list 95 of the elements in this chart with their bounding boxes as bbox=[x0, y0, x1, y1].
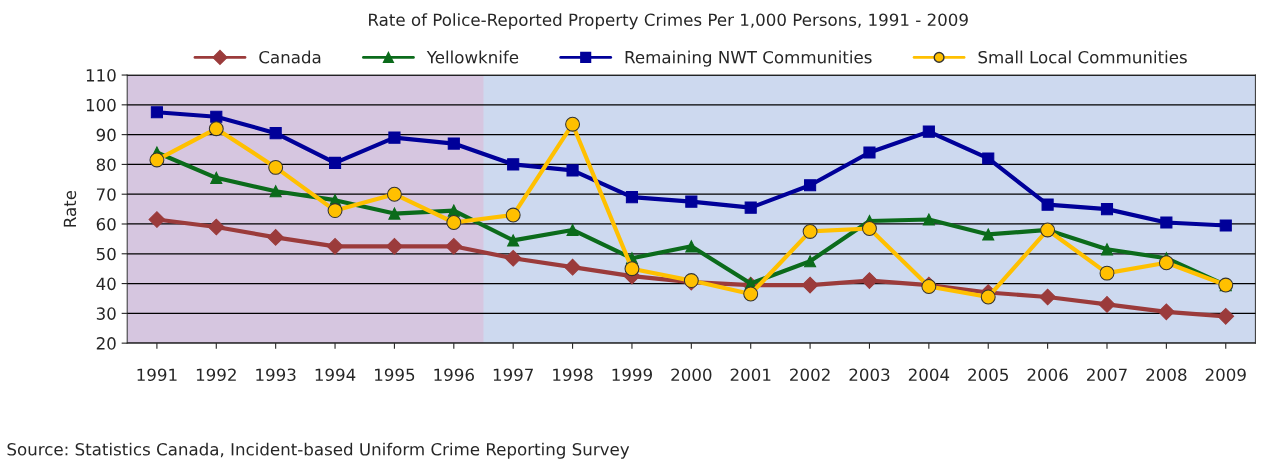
point bbox=[1100, 203, 1114, 216]
point bbox=[566, 164, 579, 177]
point bbox=[446, 215, 462, 230]
point bbox=[744, 201, 757, 214]
point bbox=[505, 207, 521, 223]
y-tick-label: 90 bbox=[96, 128, 116, 142]
x-tick-label: 2000 bbox=[671, 368, 712, 382]
point bbox=[269, 127, 282, 140]
legend-label: Small Local Communities bbox=[978, 50, 1187, 64]
y-tick-label: 80 bbox=[96, 158, 116, 171]
y-tick-label: 110 bbox=[86, 69, 116, 82]
x-tick-label: 1991 bbox=[137, 368, 177, 382]
point bbox=[1099, 265, 1115, 281]
point bbox=[507, 234, 520, 247]
point bbox=[386, 186, 402, 202]
point bbox=[268, 159, 284, 175]
x-tick-label: 2007 bbox=[1087, 368, 1127, 382]
point bbox=[1217, 307, 1235, 325]
x-tick-label: 1992 bbox=[196, 368, 236, 382]
point bbox=[445, 237, 463, 255]
point bbox=[1098, 296, 1116, 313]
y-tick-label: 40 bbox=[96, 277, 116, 291]
point bbox=[148, 211, 166, 228]
point bbox=[980, 289, 996, 305]
point bbox=[922, 125, 935, 138]
point bbox=[863, 146, 876, 159]
x-tick-label: 2009 bbox=[1205, 368, 1246, 382]
point bbox=[861, 272, 878, 289]
y-tick-label: 70 bbox=[96, 188, 116, 201]
point bbox=[1158, 255, 1174, 271]
x-tick-label: 1995 bbox=[375, 368, 415, 382]
x-tick-label: 2001 bbox=[730, 368, 771, 382]
x-tick-label: 2003 bbox=[849, 368, 890, 382]
legend-label: Canada bbox=[259, 50, 321, 64]
point bbox=[862, 220, 877, 236]
chart-title: Rate of Police-Reported Property Crimes Per 1,000 Persons, 1991 - 2009 bbox=[369, 13, 968, 30]
point bbox=[269, 185, 282, 198]
point bbox=[1039, 288, 1056, 306]
source-note: Source: Statistics Canada, Incident-based Uniform Crime Reporting Survey bbox=[7, 442, 630, 459]
point bbox=[922, 213, 935, 226]
point bbox=[565, 116, 581, 132]
point bbox=[386, 237, 403, 255]
x-tick-label: 1999 bbox=[612, 368, 652, 382]
y-tick-label: 100 bbox=[86, 98, 116, 112]
x-tick-label: 1993 bbox=[256, 368, 296, 382]
y-tick-label: 30 bbox=[96, 307, 116, 320]
legend-label: Yellowknife bbox=[426, 50, 519, 64]
point bbox=[326, 237, 344, 255]
point bbox=[564, 258, 581, 276]
point bbox=[625, 191, 639, 204]
point bbox=[685, 195, 698, 208]
point bbox=[210, 171, 223, 184]
point bbox=[982, 228, 995, 241]
x-tick-label: 2008 bbox=[1146, 368, 1187, 382]
point bbox=[1219, 219, 1232, 232]
y-tick-label: 60 bbox=[96, 217, 116, 231]
x-tick-label: 2002 bbox=[790, 368, 830, 382]
point bbox=[207, 218, 225, 236]
point bbox=[1100, 243, 1114, 256]
x-tick-label: 1994 bbox=[315, 368, 356, 382]
point bbox=[1160, 216, 1173, 229]
y-tick-label: 20 bbox=[96, 337, 116, 350]
x-tick-label: 2006 bbox=[1027, 368, 1068, 382]
x-tick-label: 2004 bbox=[908, 368, 950, 382]
point bbox=[624, 261, 640, 277]
point bbox=[327, 203, 343, 219]
point bbox=[743, 286, 759, 302]
point bbox=[801, 276, 819, 294]
point bbox=[1041, 198, 1054, 211]
x-tick-label: 1996 bbox=[434, 368, 474, 382]
point bbox=[208, 121, 224, 137]
point bbox=[328, 156, 342, 169]
x-tick-label: 1998 bbox=[553, 368, 593, 382]
point bbox=[267, 229, 285, 246]
point bbox=[447, 137, 460, 150]
point bbox=[685, 240, 698, 253]
point bbox=[507, 158, 520, 171]
point bbox=[804, 255, 817, 268]
x-tick-label: 2005 bbox=[968, 368, 1008, 382]
point bbox=[566, 223, 579, 237]
y-tick-label: 50 bbox=[96, 247, 116, 261]
point bbox=[1158, 303, 1175, 321]
point bbox=[388, 131, 401, 144]
x-tick-label: 1997 bbox=[493, 368, 533, 382]
point bbox=[149, 152, 165, 168]
y-axis-title: Rate bbox=[63, 190, 77, 227]
point bbox=[388, 207, 401, 220]
legend-label: Remaining NWT Communities bbox=[625, 50, 872, 67]
point bbox=[804, 179, 817, 192]
point bbox=[210, 110, 223, 123]
point bbox=[447, 204, 460, 217]
point bbox=[982, 152, 995, 165]
point bbox=[150, 106, 163, 119]
point bbox=[504, 249, 522, 267]
point bbox=[802, 223, 818, 239]
